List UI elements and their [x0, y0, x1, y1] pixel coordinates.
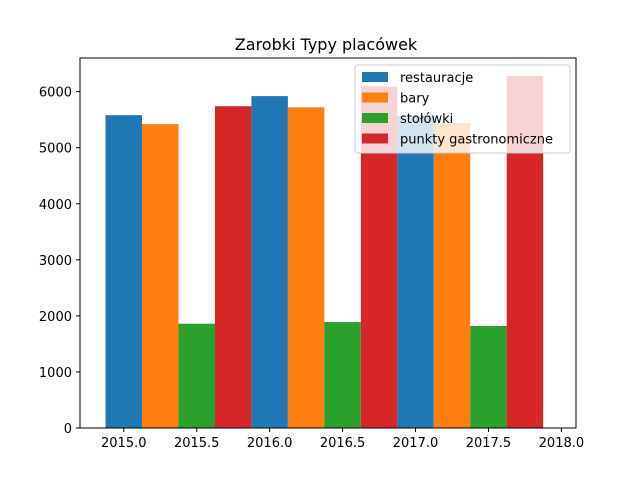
x-tick-label: 2018.0 [539, 436, 585, 451]
bar-1-1 [287, 107, 325, 428]
bar-0-2 [397, 115, 434, 428]
y-tick-label: 4000 [39, 198, 72, 213]
legend-frame [354, 64, 571, 154]
x-tick-label: 2017.0 [393, 436, 439, 451]
y-tick-label: 5000 [39, 142, 72, 157]
bar-2-0 [178, 323, 215, 428]
y-axis: 0 1000 2000 3000 4000 5000 6000 [39, 86, 80, 437]
y-tick-label: 0 [64, 422, 72, 437]
x-tick-label: 2016.0 [247, 436, 293, 451]
bar-1-0 [142, 124, 179, 428]
bar-2-2 [470, 325, 507, 428]
chart-title: Zarobki Typy placówek [235, 35, 418, 54]
bar-0-0 [105, 115, 142, 428]
legend-label: bary [400, 92, 430, 107]
x-tick-label: 2016.5 [320, 436, 366, 451]
plot-frame [79, 57, 577, 429]
legend-swatch [362, 72, 388, 82]
legend-label: punkty gastronomiczne [400, 133, 553, 148]
x-tick-label: 2015.0 [101, 436, 147, 451]
x-tick-label: 2015.5 [174, 436, 220, 451]
bar-1-2 [433, 123, 471, 428]
legend-swatch [362, 92, 388, 103]
y-tick-label: 2000 [39, 310, 72, 325]
bars-layer [105, 75, 544, 428]
x-axis: 2015.0 2015.5 2016.0 2016.5 2017.0 2017.5 2018… [101, 428, 584, 451]
y-tick-label: 6000 [39, 86, 72, 101]
legend-swatch [362, 113, 388, 123]
x-tick-label: 2017.5 [466, 436, 512, 451]
y-tick-label: 3000 [39, 254, 72, 269]
bar-0-1 [251, 96, 288, 428]
legend-swatch [362, 133, 388, 144]
legend-label: restauracje [400, 71, 473, 86]
bar-3-0 [214, 106, 252, 428]
legend: restauracje bary stołówki punkty gastronomi… [354, 64, 571, 154]
legend-label: stołówki [400, 112, 453, 127]
y-tick-label: 1000 [39, 366, 72, 381]
bar-2-1 [324, 322, 361, 428]
